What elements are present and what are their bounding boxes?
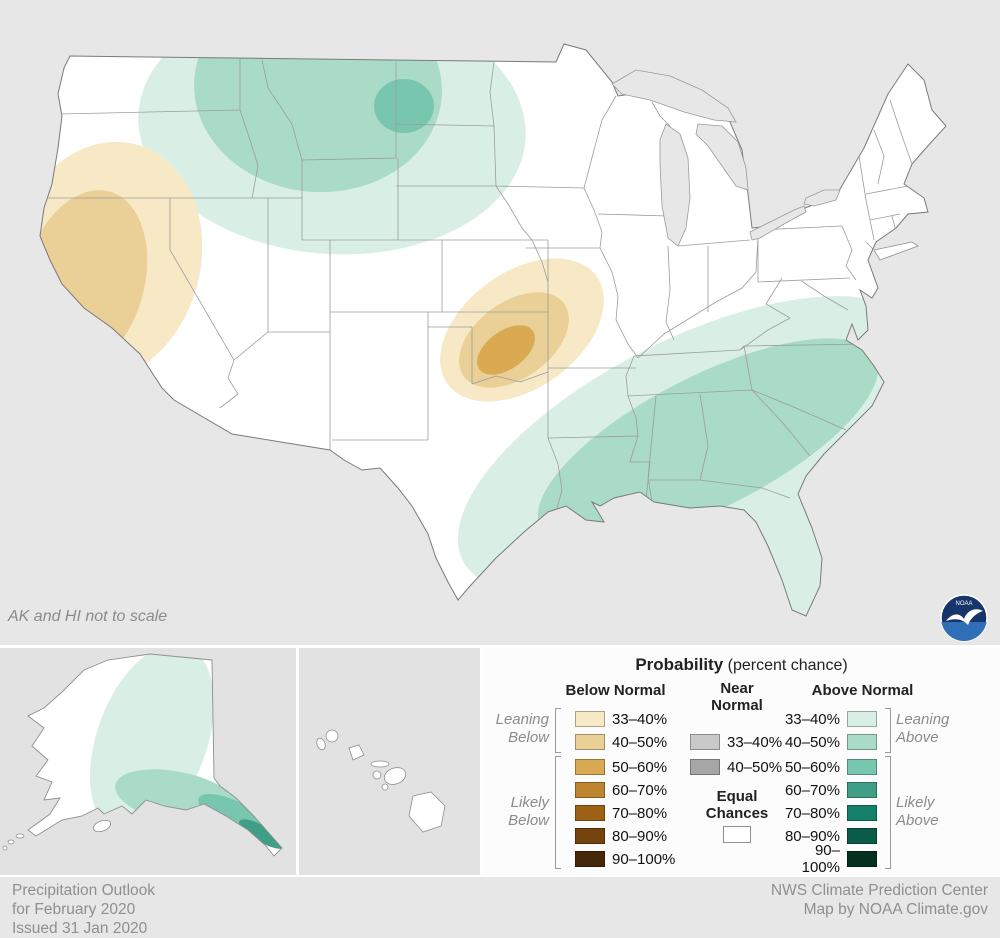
lake-huron xyxy=(695,123,749,191)
legend-row-below-60-70: 60–70% xyxy=(575,781,667,799)
legend-swatch-near-40-50 xyxy=(690,759,720,775)
hawaii-inset-svg xyxy=(316,729,446,833)
hawaii-islands xyxy=(316,729,446,833)
noaa-logo-svg: NOAA xyxy=(940,594,988,642)
long-island xyxy=(873,241,919,261)
legend-swatch-equal-chances xyxy=(723,826,751,843)
legend-swatch-below-33-40 xyxy=(575,711,605,727)
alaska-inset xyxy=(0,648,296,875)
below-normal-50-60-central xyxy=(477,325,535,375)
alaska-above-60-70 xyxy=(239,819,282,849)
footer-credit: NWS Climate Prediction Center Map by NOA… xyxy=(771,881,988,919)
legend-header-near-normal: Near Normal xyxy=(711,680,763,714)
footer-title: Precipitation Outlook for February 2020 … xyxy=(12,881,155,938)
legend-row-below-70-80: 70–80% xyxy=(575,804,667,822)
lake-michigan xyxy=(659,123,691,247)
alaska-islands xyxy=(2,819,112,851)
legend-swatch-above-40-50 xyxy=(847,734,877,750)
likely-above-label: Likely Above xyxy=(896,794,939,829)
footer-title-line2: for February 2020 xyxy=(12,901,136,918)
legend-swatch-above-70-80 xyxy=(847,805,877,821)
noaa-sea xyxy=(941,622,987,641)
legend-row-above-60-70: 60–70% xyxy=(779,781,877,799)
legend-swatch-below-40-50 xyxy=(575,734,605,750)
legend-swatch-above-90-100 xyxy=(847,851,877,867)
likely-below-label: Likely Below xyxy=(508,794,549,829)
lake-erie xyxy=(749,205,807,241)
footer-credit-line2: Map by NOAA Climate.gov xyxy=(803,901,988,918)
legend-swatch-above-80-90 xyxy=(847,828,877,844)
legend-row-below-50-60: 50–60% xyxy=(575,758,667,776)
scale-note: AK and HI not to scale xyxy=(8,608,168,625)
legend-row-above-80-90: 80–90% xyxy=(779,827,877,845)
equal-chances-label: Equal Chances xyxy=(705,788,769,822)
footer-credit-line1: NWS Climate Prediction Center xyxy=(770,882,988,899)
lanai-island xyxy=(372,770,382,780)
great-lakes xyxy=(611,69,841,247)
legend-row-above-70-80: 70–80% xyxy=(779,804,877,822)
kauai-island xyxy=(325,729,339,743)
legend-title-suffix: (percent chance) xyxy=(723,657,848,674)
lake-ontario xyxy=(803,189,841,207)
legend-panel: Probability (percent chance) Below Norma… xyxy=(483,648,1000,876)
legend-swatch-below-70-80 xyxy=(575,805,605,821)
legend-swatch-below-80-90 xyxy=(575,828,605,844)
legend-swatch-below-90-100 xyxy=(575,851,605,867)
legend-row-above-50-60: 50–60% xyxy=(779,758,877,776)
bracket-likely-above xyxy=(885,756,891,869)
legend-row-above-33-40: 33–40% xyxy=(779,710,877,728)
legend-header-below-normal: Below Normal xyxy=(565,682,666,699)
legend-row-above-90-100: 90–100% xyxy=(779,842,877,876)
legend-row-below-40-50: 40–50% xyxy=(575,733,667,751)
footer: Precipitation Outlook for February 2020 … xyxy=(0,877,1000,938)
lake-superior xyxy=(611,69,737,123)
aleutian-island xyxy=(15,833,25,839)
alaska-inset-svg xyxy=(2,653,283,857)
above-normal-40-50-southeast xyxy=(537,338,879,546)
legend-row-near-40-50: 40–50% xyxy=(690,758,782,776)
noaa-bird-icon xyxy=(946,609,983,625)
leaning-below-label: Leaning Below xyxy=(495,711,549,746)
conus-map-svg xyxy=(39,43,947,617)
niihau-island xyxy=(316,737,326,751)
noaa-logo-text: NOAA xyxy=(955,601,972,607)
legend-swatch-below-60-70 xyxy=(575,782,605,798)
above-normal-50-60-north-dakota xyxy=(374,79,434,133)
legend-row-near-33-40: 33–40% xyxy=(690,733,782,751)
legend-swatch-near-33-40 xyxy=(690,734,720,750)
bracket-leaning-below xyxy=(555,708,561,753)
legend-title: Probability (percent chance) xyxy=(483,655,1000,675)
bracket-leaning-above xyxy=(885,708,891,753)
molokai-island xyxy=(370,760,390,768)
aleutian-island xyxy=(2,845,8,851)
probability-regions xyxy=(40,44,923,616)
noaa-logo: NOAA xyxy=(938,592,990,644)
legend-swatch-above-50-60 xyxy=(847,759,877,775)
legend-row-above-40-50: 40–50% xyxy=(779,733,877,751)
above-normal-40-50-northwest xyxy=(194,44,442,193)
leaning-above-label: Leaning Above xyxy=(896,711,950,746)
state-borders xyxy=(46,58,913,513)
kahoolawe-island xyxy=(381,783,389,791)
aleutian-island xyxy=(7,839,15,845)
maui-island xyxy=(383,767,407,785)
legend-swatch-below-50-60 xyxy=(575,759,605,775)
hawaii-inset xyxy=(299,648,480,875)
legend-title-bold: Probability xyxy=(635,655,724,674)
bracket-likely-below xyxy=(555,756,561,869)
kodiak-island xyxy=(92,819,112,833)
footer-title-line1: Precipitation Outlook xyxy=(12,882,156,899)
legend-header-above-normal: Above Normal xyxy=(811,682,914,699)
legend-swatch-above-60-70 xyxy=(847,782,877,798)
conus-precipitation-map xyxy=(0,0,1000,645)
legend-row-below-90-100: 90–100% xyxy=(575,850,675,868)
legend-row-below-33-40: 33–40% xyxy=(575,710,667,728)
legend-swatch-above-33-40 xyxy=(847,711,877,727)
hawaii-island xyxy=(408,791,446,833)
oahu-island xyxy=(348,744,365,761)
legend-row-below-80-90: 80–90% xyxy=(575,827,667,845)
footer-title-line3: Issued 31 Jan 2020 xyxy=(12,920,148,937)
